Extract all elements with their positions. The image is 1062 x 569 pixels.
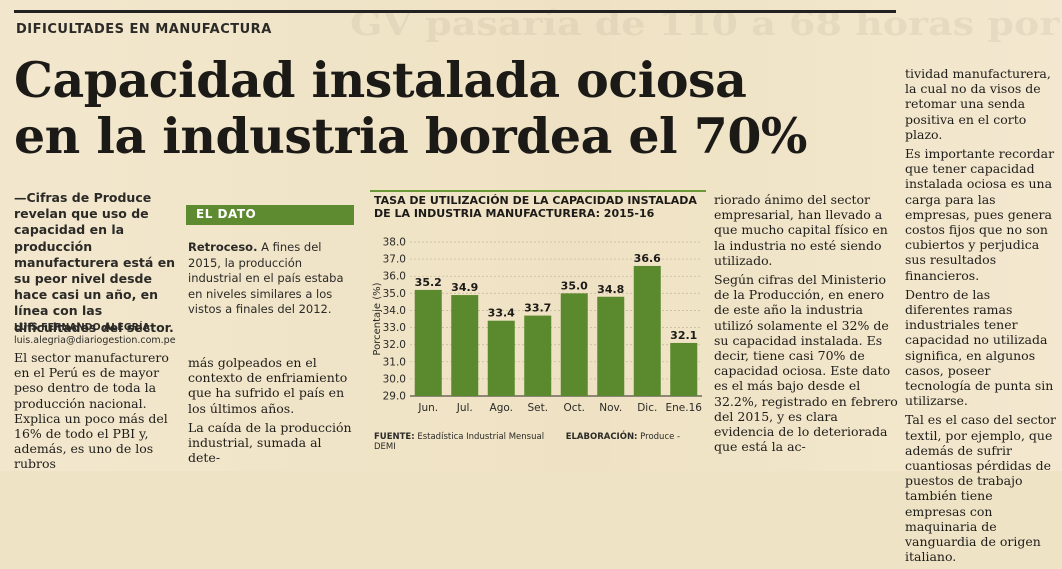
data-label: 33.4 <box>488 307 515 320</box>
paragraph: Según cifras del Ministerio de la Produc… <box>714 272 898 455</box>
article-column-2: más golpeados en el contexto de enfriami… <box>188 355 353 469</box>
y-tick-label: 30.0 <box>383 373 406 385</box>
chart-title: TASA DE UTILIZACIÓN DE LA CAPACIDAD INST… <box>374 194 697 220</box>
x-tick-label: Nov. <box>599 402 622 414</box>
bar <box>487 320 515 396</box>
chart-footer: FUENTE: Estadística Industrial Mensual E… <box>374 432 704 452</box>
y-tick-label: 35.0 <box>383 288 406 300</box>
x-tick-label: Set. <box>527 402 548 414</box>
paragraph: Tal es el caso del sector textil, por ej… <box>905 412 1057 565</box>
section-rule <box>14 10 896 47</box>
bar <box>524 315 552 396</box>
x-tick-label: Oct. <box>564 402 586 414</box>
bar <box>633 265 661 396</box>
x-tick-label: Dic. <box>637 402 657 414</box>
el-dato-header: EL DATO <box>186 205 354 225</box>
bar-chart: 29.0 30.0 31.0 32.0 33.0 34.0 35.0 36.0 37.0 38.0… <box>372 237 703 415</box>
el-dato-text: A fines del 2015, la producción industri… <box>188 240 344 316</box>
data-label: 34.8 <box>597 283 624 296</box>
paragraph: Es importante recordar que tener capacid… <box>905 146 1055 283</box>
y-axis-label: Porcentaje (%) <box>372 282 383 355</box>
y-tick-label: 34.0 <box>383 305 406 317</box>
x-tick-label: Jun. <box>417 402 438 414</box>
data-label: 36.6 <box>634 252 661 265</box>
paragraph: El sector manufacturero en el Perú es de… <box>14 350 169 472</box>
bar <box>597 296 625 396</box>
bar <box>451 295 479 396</box>
y-tick-label: 29.0 <box>383 391 406 403</box>
byline-email[interactable]: luis.alegria@diariogestion.com.pe <box>14 335 176 346</box>
x-tick-label: Ene.16 <box>666 402 703 414</box>
paragraph: tividad manufacturera, la cual no da vis… <box>905 66 1051 142</box>
bar <box>560 293 588 396</box>
y-tick-label: 31.0 <box>383 356 406 368</box>
x-tick-label: Ago. <box>490 402 513 414</box>
paragraph: riorado ánimo del sector empresarial, ha… <box>714 192 888 268</box>
data-label: 33.7 <box>524 302 551 315</box>
chart-source: Estadística Industrial Mensual <box>417 432 545 442</box>
el-dato-box: Retroceso. A fines del 2015, la producci… <box>188 240 353 318</box>
y-tick-label: 36.0 <box>383 271 406 283</box>
data-label: 35.0 <box>561 279 588 292</box>
chart-source-label: FUENTE: <box>374 432 415 442</box>
headline: Capacidad instalada ociosa en la industr… <box>14 52 894 164</box>
paragraph: más golpeados en el contexto de enfriami… <box>188 355 348 416</box>
article-column-1: El sector manufacturero en el Perú es de… <box>14 350 179 476</box>
lede: —Cifras de Produce revelan que uso de ca… <box>14 190 176 335</box>
data-label: 34.9 <box>451 281 478 294</box>
data-label: 32.1 <box>670 329 697 342</box>
el-dato-label: EL DATO <box>196 207 257 221</box>
x-tick-label: Jul. <box>456 402 473 414</box>
byline-name: LUIS FERNANDO ALEGRÍA <box>14 322 150 333</box>
article-column-3: riorado ánimo del sector empresarial, ha… <box>714 192 902 458</box>
data-label: 35.2 <box>415 276 442 289</box>
y-tick-label: 37.0 <box>383 254 406 266</box>
chart-elaboration: Produce - DEMI <box>374 432 681 452</box>
chart-top-rule <box>370 190 706 192</box>
headline-line-2: en la industria bordea el 70% <box>14 107 807 165</box>
headline-line-1: Capacidad instalada ociosa <box>14 51 747 109</box>
section-label: DIFICULTADES EN MANUFACTURA <box>16 22 272 37</box>
el-dato-lead: Retroceso. <box>188 240 258 254</box>
y-tick-label: 32.0 <box>383 339 406 351</box>
paragraph: Dentro de las diferentes ramas industria… <box>905 286 1054 409</box>
article-column-4: tividad manufacturera, la cual no da vis… <box>905 66 1057 569</box>
paragraph: La caída de la producción industrial, su… <box>188 419 352 466</box>
y-tick-label: 33.0 <box>383 322 406 334</box>
y-tick-label: 38.0 <box>383 237 406 249</box>
chart-elaboration-label: ELABORACIÓN: <box>565 432 638 442</box>
bar <box>670 342 698 396</box>
chart-box: TASA DE UTILIZACIÓN DE LA CAPACIDAD INST… <box>370 190 706 456</box>
bar <box>414 289 442 396</box>
